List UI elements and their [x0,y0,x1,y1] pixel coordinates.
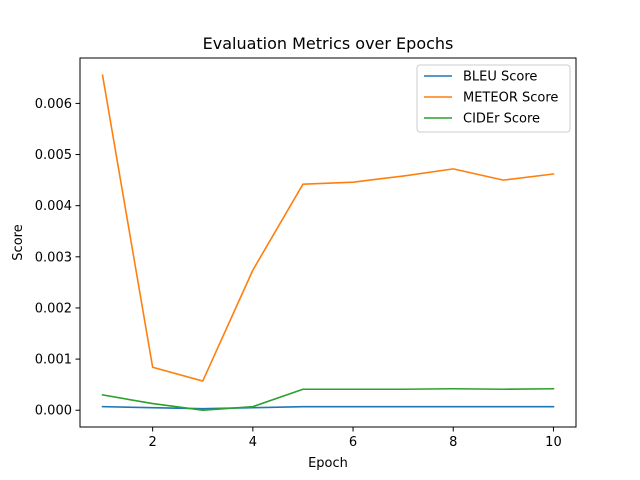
y-tick-label: 0.002 [35,301,72,316]
x-axis-label: Epoch [308,456,348,471]
y-tick-label: 0.004 [35,199,72,214]
y-tick-label: 0.005 [35,148,72,163]
legend-label: CIDEr Score [463,112,540,127]
y-tick-label: 0.000 [35,404,72,419]
y-tick-label: 0.003 [35,250,72,265]
series-line-1 [101,405,555,410]
y-tick-label: 0.001 [35,353,72,368]
x-tick-label: 4 [249,435,257,450]
series-line-2 [101,74,555,382]
legend-label: BLEU Score [463,70,537,85]
plot-area [101,74,555,412]
legend: BLEU Score METEOR Score CIDEr Score [416,64,571,133]
legend-label: METEOR Score [463,91,558,106]
chart-title: Evaluation Metrics over Epochs [203,34,454,53]
x-tick-label: 10 [545,435,562,450]
x-tick-label: 8 [449,435,457,450]
x-tick-label: 2 [149,435,157,450]
x-axis-ticks: 2 4 6 8 10 [149,427,562,450]
series-line-3 [101,387,555,412]
x-tick-label: 6 [349,435,357,450]
axes-frame [79,57,577,428]
legend-box [416,64,571,133]
y-tick-label: 0.006 [35,97,72,112]
y-axis-label: Score [11,224,26,260]
y-axis-ticks: 0.000 0.001 0.002 0.003 0.004 0.005 0.006 [35,97,80,419]
